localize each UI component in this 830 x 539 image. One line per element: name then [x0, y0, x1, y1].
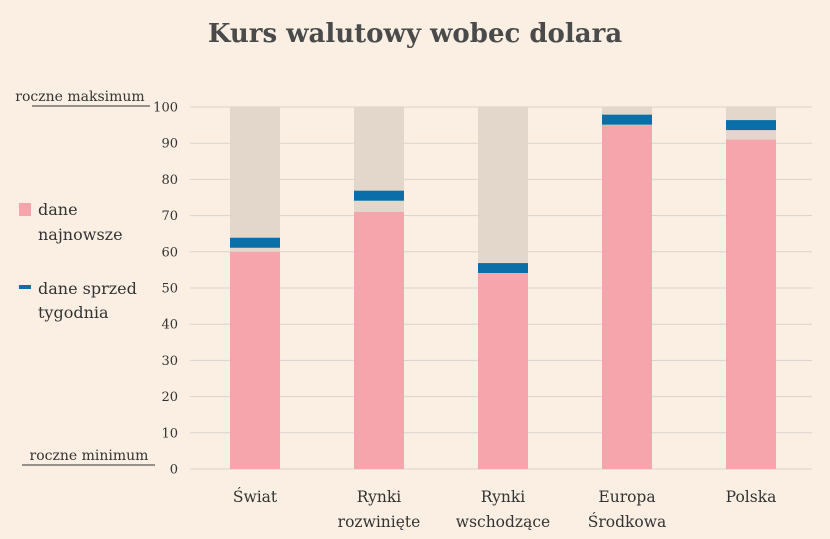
- marker-week-ago: [478, 263, 528, 274]
- legend-label-latest-line2: najnowsze: [38, 225, 123, 244]
- legend-swatch-latest: [19, 203, 31, 216]
- x-tick-label: Środkowa: [588, 513, 667, 531]
- bar-latest: [602, 125, 652, 469]
- y-tick-label: 50: [161, 282, 178, 297]
- x-tick-label: Rynki: [481, 488, 526, 506]
- marker-week-ago: [230, 237, 280, 248]
- y-tick-label: 80: [161, 173, 178, 188]
- bar-latest: [354, 211, 404, 470]
- y-axis-ticks: 0 10 20 30 40 50 60 70 80 90 100: [153, 101, 178, 478]
- x-tick-label: Rynki: [357, 488, 402, 506]
- marker-week-ago: [602, 114, 652, 125]
- y-tick-label: 40: [161, 318, 178, 333]
- annotation-annual-max: roczne maksimum: [15, 89, 144, 105]
- legend-swatch-week-ago: [19, 285, 31, 289]
- y-tick-label: 70: [161, 209, 178, 224]
- bar-latest: [478, 273, 528, 469]
- y-tick-label: 30: [161, 354, 178, 369]
- marker-week-ago: [354, 190, 404, 201]
- y-tick-label: 10: [161, 426, 178, 441]
- bar-latest: [230, 251, 280, 469]
- y-tick-label: 90: [161, 137, 178, 152]
- y-tick-label: 100: [153, 101, 178, 116]
- marker-week-ago: [726, 120, 776, 131]
- x-tick-label: Polska: [726, 488, 777, 506]
- x-tick-label: wschodzące: [456, 513, 550, 531]
- y-tick-label: 0: [170, 463, 178, 478]
- x-tick-label: Świat: [233, 488, 278, 506]
- chart-title: Kurs walutowy wobec dolara: [208, 19, 622, 49]
- bars: [230, 107, 776, 470]
- legend-label-week-ago-line2: tygodnia: [38, 303, 109, 322]
- y-tick-label: 20: [161, 390, 178, 405]
- bar-latest: [726, 139, 776, 469]
- legend-label-latest-line1: dane: [38, 200, 78, 219]
- x-tick-label: rozwinięte: [338, 513, 421, 531]
- y-tick-label: 60: [161, 245, 178, 260]
- legend: dane najnowsze dane sprzed tygodnia: [19, 200, 137, 322]
- category-labels: Świat Rynki rozwinięte Rynki wschodzące Europ…: [233, 488, 777, 531]
- annotation-annual-min: roczne minimum: [30, 448, 149, 464]
- x-tick-label: Europa: [598, 488, 655, 506]
- legend-label-week-ago-line1: dane sprzed: [38, 279, 137, 298]
